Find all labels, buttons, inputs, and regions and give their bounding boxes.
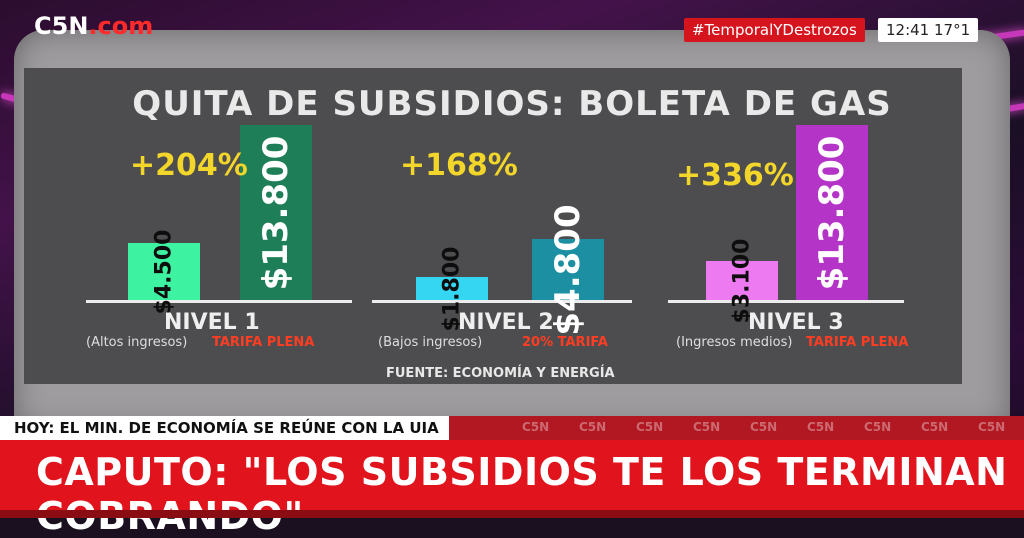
bar-value-label: $13.800 [812, 135, 852, 290]
watermark-logo: C5N [921, 420, 949, 434]
bar-before: $1.800 [416, 246, 488, 331]
watermark-logo: C5N [750, 420, 778, 434]
group-subtitle: (Ingresos medios) [676, 335, 793, 350]
clock-temp: 17°1 [934, 21, 971, 39]
watermark-logo: C5N [636, 420, 664, 434]
logo-main: C5N [34, 12, 89, 40]
headline-banner: CAPUTO: "LOS SUBSIDIOS TE LOS TERMINAN C… [0, 440, 1024, 538]
increase-label: +336% [676, 158, 794, 193]
group-name: NIVEL 3 [748, 310, 844, 335]
chart-baseline [372, 300, 632, 303]
bar-after: $13.800 [796, 125, 868, 300]
bar-value-label: $4.800 [548, 203, 588, 336]
ticker-text: HOY: EL MIN. DE ECONOMÍA SE REÚNE CON LA… [0, 416, 449, 440]
tarifa-label: TARIFA PLENA [806, 335, 909, 350]
channel-logo: C5N.com [34, 12, 153, 40]
watermark-logo: C5N [579, 420, 607, 434]
chart-source: FUENTE: ECONOMÍA Y ENERGÍA [386, 366, 615, 381]
watermark-logo: C5N [693, 420, 721, 434]
bar-before: $4.500 [128, 229, 200, 314]
tarifa-label: TARIFA PLENA [212, 335, 315, 350]
bar-value-label: $4.500 [151, 229, 177, 314]
clock-time: 12:41 [886, 21, 930, 39]
chart-baseline [86, 300, 352, 303]
hashtag-badge: #TemporalYDestrozos [684, 18, 865, 42]
watermark-logo: C5N [807, 420, 835, 434]
chart-title: QUITA DE SUBSIDIOS: BOLETA DE GAS [132, 84, 892, 124]
logo-suffix: .com [88, 12, 154, 40]
clock-weather: 12:41 17°1 [878, 18, 979, 42]
bar-before: $3.100 [706, 238, 778, 323]
tarifa-label: 20% TARIFA [522, 335, 608, 350]
bar-after: $4.800 [532, 204, 604, 335]
watermark-logo: C5N [978, 420, 1006, 434]
bar-value-label: $13.800 [256, 135, 296, 290]
news-ticker: C5N C5N C5N C5N C5N C5N C5N C5N C5N HOY: EL MIN.… [0, 416, 1024, 440]
increase-label: +168% [400, 148, 518, 183]
group-name: NIVEL 2 [458, 310, 554, 335]
group-subtitle: (Bajos ingresos) [378, 335, 483, 350]
group-subtitle: (Altos ingresos) [86, 335, 188, 350]
watermark-logo: C5N [522, 420, 550, 434]
watermark-logo: C5N [864, 420, 892, 434]
bottom-strip [0, 510, 1024, 518]
bar-after: $13.800 [240, 125, 312, 300]
chart-baseline [668, 300, 904, 303]
increase-label: +204% [130, 148, 248, 183]
headline-text: CAPUTO: "LOS SUBSIDIOS TE LOS TERMINAN C… [36, 450, 1008, 538]
group-name: NIVEL 1 [164, 310, 260, 335]
